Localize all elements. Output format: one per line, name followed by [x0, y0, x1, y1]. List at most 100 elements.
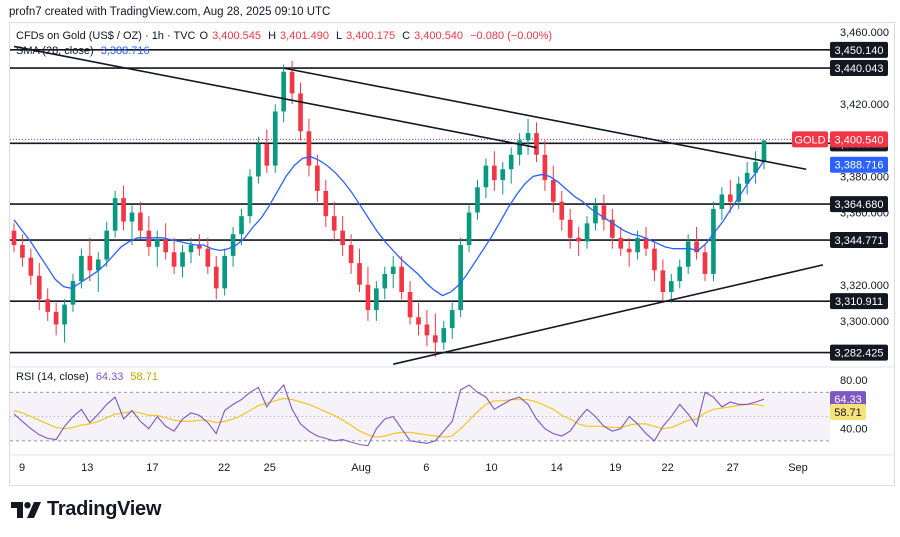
- rsi-axis-tick: 40.00: [840, 424, 868, 436]
- candle: [264, 129, 270, 173]
- time-axis-label: 9: [19, 462, 25, 474]
- candle-body: [593, 205, 598, 224]
- candle-body: [711, 208, 716, 274]
- candle: [45, 288, 51, 321]
- candle: [567, 208, 573, 249]
- candle-body: [534, 133, 539, 155]
- candle-body: [567, 219, 573, 238]
- candle: [744, 162, 750, 195]
- candle-body: [104, 230, 110, 260]
- rsi-legend-ma-value: 58.71: [130, 371, 158, 383]
- candle-body: [626, 248, 632, 253]
- candle: [205, 237, 211, 274]
- candle-body: [609, 219, 615, 238]
- candle: [466, 205, 472, 253]
- level-label-1: 3,440.043: [835, 63, 884, 75]
- rsi-ma-line: [13, 397, 765, 438]
- candle: [492, 151, 497, 191]
- sma-legend: SMA (28, close) 3,388.716: [16, 45, 154, 57]
- candle: [584, 216, 590, 249]
- candle: [53, 302, 59, 336]
- candle: [348, 234, 354, 274]
- chart-panel[interactable]: 3,460.000 3,420.000 3,380.000 3,360.000 3,32…: [9, 22, 895, 486]
- ohlc-l-label: L: [336, 30, 343, 42]
- candle: [20, 234, 25, 267]
- candle-body: [28, 257, 34, 276]
- candle-body: [517, 140, 522, 155]
- candle-body: [761, 140, 767, 163]
- candle: [163, 223, 169, 260]
- rsi-axis-tick: 80.00: [840, 375, 868, 387]
- rsi-legend: RSI (14, close) 64.33 58.71: [16, 371, 162, 383]
- candle-body: [264, 143, 270, 166]
- candle: [28, 248, 34, 285]
- candle-body: [53, 311, 59, 325]
- level-label-bg-0: [830, 41, 888, 58]
- chart-svg[interactable]: 3,460.0003,420.0003,380.0003,360.0003,32…: [10, 23, 894, 485]
- candle-body: [407, 291, 413, 318]
- level-label-bg-1: [830, 60, 888, 77]
- level-label-5: 3,310.911: [835, 296, 883, 308]
- candle-body: [340, 230, 345, 246]
- candle-body: [331, 216, 337, 231]
- candle: [475, 180, 480, 220]
- rsi-legend-value: 64.33: [95, 371, 124, 383]
- candle: [154, 230, 160, 267]
- price-axis-tick: 3,380.000: [840, 171, 889, 183]
- candle-body: [230, 234, 236, 256]
- sma-line: [13, 155, 765, 297]
- candle-body: [643, 237, 649, 249]
- candle-body: [475, 187, 480, 213]
- candle-body: [635, 237, 640, 253]
- candle: [761, 140, 767, 170]
- candle: [643, 226, 649, 256]
- candle-body: [551, 180, 556, 202]
- time-axis-label: 25: [264, 462, 276, 474]
- sma-tag: 3,388.716: [835, 160, 884, 172]
- price-axis-tick: 3,420.000: [840, 99, 889, 111]
- candle: [171, 237, 177, 274]
- candle-body: [601, 205, 607, 220]
- candle-body: [727, 194, 733, 202]
- candle: [340, 216, 345, 256]
- tradingview-logo[interactable]: TradingView: [11, 498, 161, 521]
- candle-body: [129, 212, 135, 222]
- candle: [121, 185, 126, 231]
- candle-body: [458, 245, 463, 311]
- price-axis-tick: 3,460.000: [840, 27, 889, 39]
- candle: [222, 248, 227, 296]
- level-label-3: 3,364.680: [835, 199, 884, 211]
- candle: [62, 299, 67, 343]
- candle-body: [424, 324, 430, 336]
- candle: [753, 151, 758, 184]
- level-label-0: 3,450.140: [835, 45, 884, 57]
- candle: [685, 234, 691, 274]
- candle-body: [323, 190, 329, 217]
- candle-body: [281, 71, 286, 112]
- candle-body: [466, 212, 472, 246]
- candle-body: [357, 263, 362, 285]
- candle-body: [112, 198, 118, 231]
- ohlc-c-value: 3,400.540: [414, 30, 464, 42]
- candle-body: [584, 223, 590, 242]
- level-label-bg-4: [830, 232, 888, 249]
- candle-body: [694, 241, 699, 253]
- rsi-ma-tag: 58.71: [834, 407, 862, 419]
- candle: [433, 313, 438, 357]
- candle-body: [744, 172, 750, 184]
- time-axis-label: 10: [485, 462, 497, 474]
- level-label-bg-6: [830, 344, 888, 361]
- candle-body: [70, 281, 76, 305]
- candle: [323, 180, 329, 227]
- tradingview-logo-text: TradingView: [47, 498, 162, 520]
- candle: [298, 82, 303, 141]
- candle-body: [382, 273, 388, 289]
- time-axis-label: 6: [423, 462, 429, 474]
- sma-legend-label: SMA (28, close): [16, 45, 94, 57]
- candle: [399, 255, 404, 300]
- candle: [508, 147, 514, 184]
- candle-body: [154, 239, 160, 247]
- candle-body: [652, 248, 657, 271]
- candle: [559, 190, 565, 231]
- candle: [281, 64, 286, 123]
